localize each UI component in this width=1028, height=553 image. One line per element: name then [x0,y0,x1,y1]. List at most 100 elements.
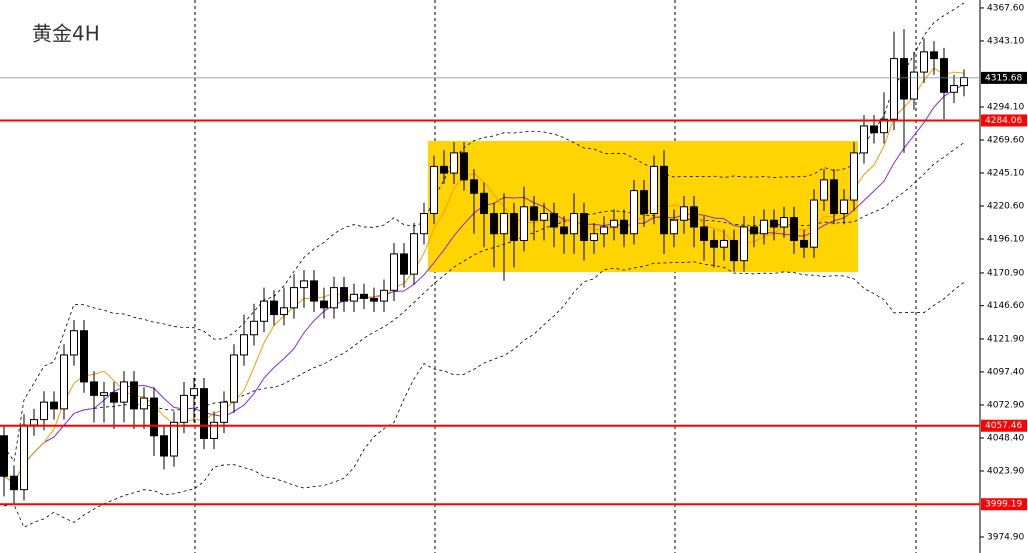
y-tick-label: 4269.60 [987,135,1024,145]
y-tick-label: 4121.90 [987,334,1024,344]
candle-body [40,401,48,421]
candle-body [660,165,668,235]
candle-body [490,213,498,235]
candle-body [530,206,538,221]
candle-body [300,280,308,289]
candle-body [720,239,728,248]
candle-body [10,475,18,491]
level-label-box [981,498,1027,511]
candle-body [340,287,348,302]
candle-body [200,388,208,439]
candle-body [600,226,608,235]
y-tick-label: 4343.10 [987,36,1024,46]
current-price-box [981,71,1027,84]
candle-body [790,217,798,241]
candle-body [900,58,908,100]
candle-body [460,152,468,181]
candle-body [350,293,358,302]
candle-body [690,206,698,228]
candle-body [670,219,678,235]
candle-body [80,330,88,383]
candle-body [750,226,758,235]
candle-body [250,320,258,336]
candle-body [610,219,618,228]
candle-body [160,435,168,457]
y-tick-label: 4245.10 [987,168,1024,178]
candle-body [210,421,218,439]
candle-body [70,330,78,356]
y-tick-label: 4196.10 [987,234,1024,244]
candle-body [410,233,418,275]
candle-body [820,179,828,201]
candle-body [270,300,278,316]
candle-body [420,213,428,235]
candle-body [840,199,848,215]
candle-body [640,190,648,215]
candle-body [390,253,398,291]
candle-body [680,206,688,221]
candle-body [400,253,408,275]
bollinger-band [3,2,965,463]
candle-body [260,300,268,322]
bollinger-band [3,261,965,528]
candle-body [100,392,108,396]
candle-body [700,226,708,241]
chart-title: 黄金4H [32,22,100,46]
candle-body [590,233,598,241]
candle-body [380,289,388,302]
y-tick-label: 4072.90 [987,400,1024,410]
candle-body [330,287,338,309]
y-tick-label: 4097.40 [987,367,1024,377]
candle-body [130,381,138,410]
level-label-box [981,114,1027,127]
y-tick-label: 4048.40 [987,433,1024,443]
candle-body [810,199,818,248]
candle-body [890,58,898,120]
candle-body [30,419,38,426]
current-price-label: 4315.68 [985,73,1022,83]
candle-body [310,280,318,302]
candle-body [800,239,808,248]
level-label: 3999.19 [985,500,1022,510]
candle-body [930,51,938,60]
candle-body [290,287,298,309]
candle-body [950,85,958,93]
y-tick-label: 4294.10 [987,102,1024,112]
candle-body [730,239,738,262]
candle-body [180,394,188,423]
candle-body [140,397,148,410]
candle-body [0,435,8,477]
level-label-box [981,419,1027,432]
candle-body [920,51,928,73]
candle-body [440,165,448,174]
candle-body [430,165,438,215]
candle-body [620,219,628,235]
y-tick-label: 4220.60 [987,201,1024,211]
candle-body [650,165,658,215]
candle-body [740,226,748,262]
y-tick-label: 4170.90 [987,268,1024,278]
candle-body [540,213,548,221]
candle-body [560,226,568,235]
candle-body [60,354,68,410]
candle-body [90,381,98,396]
candle-body [510,213,518,241]
candle-body [910,71,918,100]
y-tick-label: 3974.90 [987,532,1024,542]
candle-body [860,125,868,154]
candle-body [760,219,768,235]
candle-body [870,125,878,134]
candle-body [50,401,58,410]
candle-body [120,381,128,403]
candle-body [450,152,458,174]
candle-body [580,213,588,241]
candle-body [480,192,488,215]
y-tick-label: 4367.60 [987,3,1024,13]
y-tick-label: 4023.90 [987,466,1024,476]
candle-body [190,388,198,396]
candle-body [360,293,368,299]
candle-body [470,179,478,194]
candle-body [570,213,578,235]
